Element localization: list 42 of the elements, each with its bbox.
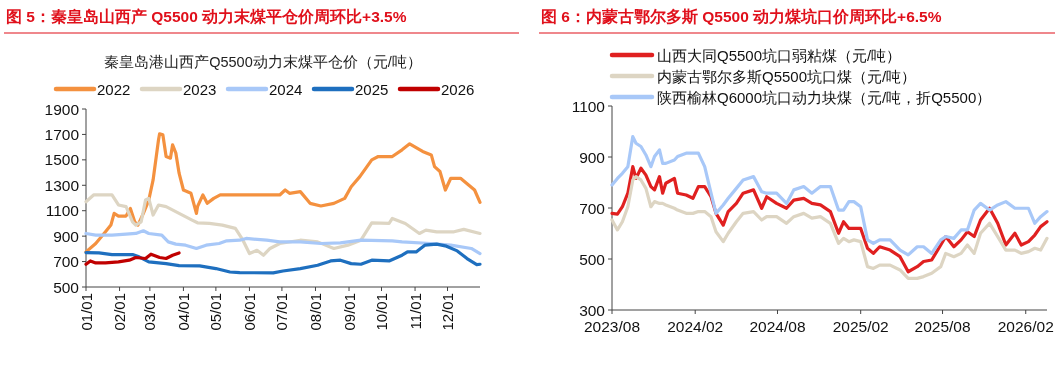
xtick: 10/01 — [373, 293, 390, 331]
title: 图 5：秦皇岛山西产 Q5500 动力末煤平仓价周环比+3.5% — [6, 8, 407, 25]
legend-label: 内蒙古鄂尔多斯Q5500坑口煤（元/吨） — [657, 67, 917, 85]
ytick: 500 — [579, 250, 605, 268]
xtick: 09/01 — [340, 293, 358, 331]
xtick: 2024/08 — [749, 318, 806, 335]
xtick: 03/01 — [141, 293, 159, 331]
xtick: 11/01 — [406, 293, 424, 330]
subtitle: 秦皇岛港山西产Q5500动力末煤平仓价（元/吨） — [104, 54, 422, 70]
ytick: 300 — [579, 301, 605, 319]
ytick: 1700 — [44, 125, 79, 143]
ytick: 1900 — [44, 100, 79, 118]
ytick: 1300 — [44, 176, 79, 194]
xtick: 05/01 — [207, 293, 225, 331]
xtick: 2025/02 — [832, 318, 889, 335]
legend-label: 陕西榆林Q6000坑口动力块煤（元/吨，折Q5500） — [657, 88, 992, 106]
legend-label: 2026 — [441, 80, 475, 98]
xtick: 12/01 — [439, 293, 457, 331]
legend-label: 山西大同Q5500坑口弱粘煤（元/吨） — [657, 46, 902, 64]
ytick: 1100 — [45, 202, 79, 220]
xtick: 07/01 — [273, 293, 291, 331]
legend-label: 2024 — [269, 80, 303, 98]
legend-label: 2025 — [355, 80, 389, 98]
ytick: 500 — [53, 278, 79, 296]
xtick: 01/01 — [77, 293, 95, 331]
ytick: 1500 — [44, 151, 79, 169]
xtick: 02/01 — [111, 293, 129, 331]
xtick: 2025/08 — [914, 318, 971, 335]
ytick: 1100 — [571, 97, 605, 115]
xtick: 2026/02 — [997, 318, 1054, 335]
ytick: 900 — [579, 148, 605, 166]
ytick: 900 — [53, 227, 79, 245]
xtick: 2024/02 — [667, 318, 724, 335]
ytick: 700 — [579, 199, 605, 217]
legend-label: 2023 — [183, 80, 217, 98]
xtick: 06/01 — [240, 293, 258, 331]
xtick: 04/01 — [174, 293, 192, 331]
ytick: 700 — [53, 253, 79, 271]
legend-label: 2022 — [97, 80, 131, 98]
title: 图 6：内蒙古鄂尔多斯 Q5500 动力煤坑口价周环比+6.5% — [541, 8, 942, 25]
xtick: 2023/08 — [584, 318, 640, 335]
xtick: 08/01 — [306, 293, 324, 331]
